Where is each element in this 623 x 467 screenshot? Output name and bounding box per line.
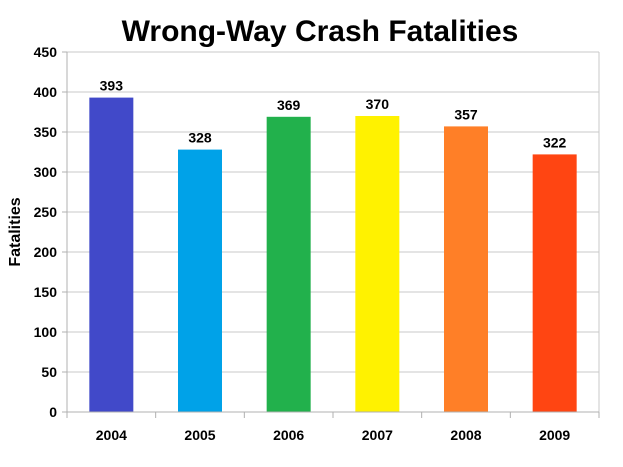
x-tick-label: 2006 <box>273 427 304 443</box>
data-label-2006: 369 <box>277 97 301 113</box>
y-tick-label: 450 <box>34 44 58 60</box>
x-tick-label: 2004 <box>96 427 127 443</box>
y-tick-label: 400 <box>34 84 58 100</box>
bar-2005 <box>178 149 222 412</box>
data-label-2007: 370 <box>366 96 390 112</box>
data-label-2008: 357 <box>454 106 478 122</box>
data-label-2004: 393 <box>100 78 124 94</box>
chart-title: Wrong-Way Crash Fatalities <box>122 15 519 48</box>
y-axis-label: Fatalities <box>7 197 24 266</box>
y-tick-label: 50 <box>41 364 57 380</box>
x-tick-label: 2009 <box>539 427 570 443</box>
bar-2008 <box>444 126 488 413</box>
y-tick-label: 0 <box>49 404 57 420</box>
x-tick-label: 2005 <box>184 427 215 443</box>
bar-2006 <box>266 116 311 413</box>
y-tick-label: 200 <box>34 244 58 260</box>
y-tick-label: 250 <box>34 204 58 220</box>
y-tick-label: 100 <box>34 324 58 340</box>
bar-2004 <box>89 97 134 412</box>
bar-2007 <box>355 116 400 412</box>
y-tick-label: 300 <box>34 164 58 180</box>
y-tick-label: 350 <box>34 124 58 140</box>
x-tick-label: 2008 <box>450 427 481 443</box>
x-tick-label: 2007 <box>362 427 393 443</box>
data-label-2005: 328 <box>188 130 212 146</box>
bar-2009 <box>532 154 577 412</box>
data-label-2009: 322 <box>543 134 567 150</box>
y-tick-label: 150 <box>34 284 58 300</box>
